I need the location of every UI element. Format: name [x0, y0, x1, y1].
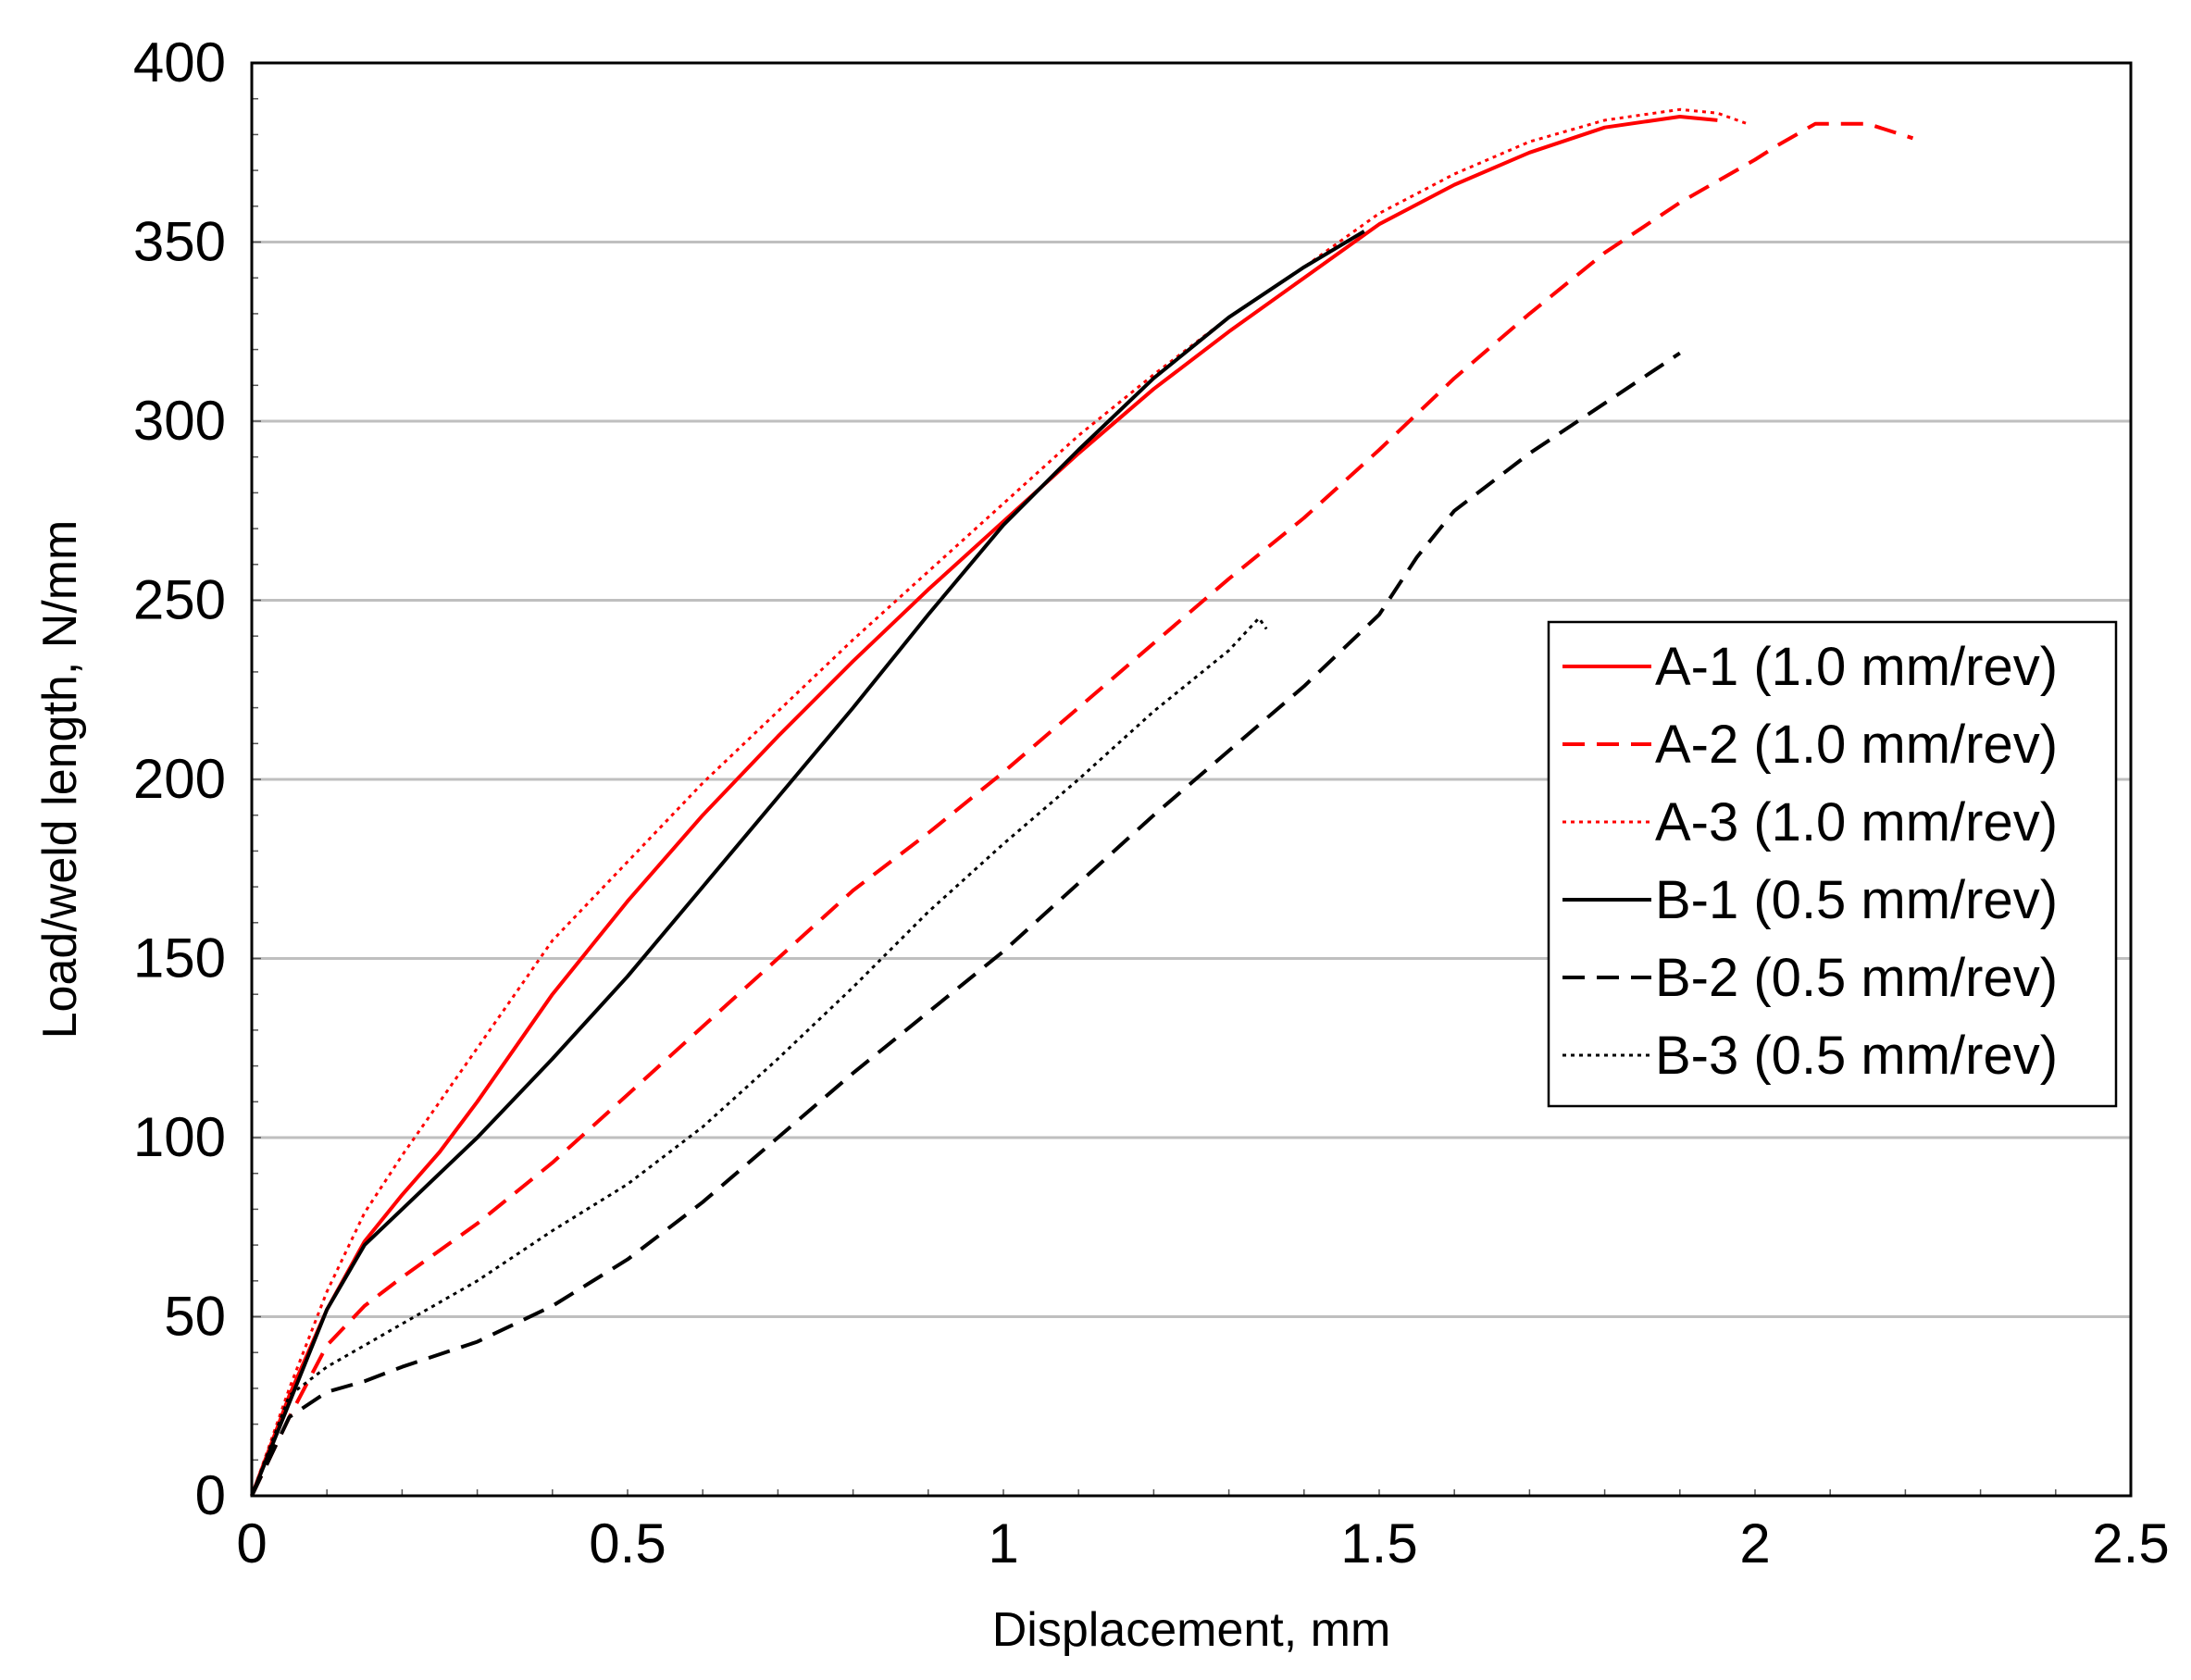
x-tick-label: 0: [236, 1512, 267, 1574]
plot-area-frame: [250, 61, 2133, 1498]
legend-label: B-2 (0.5 mm/rev): [1655, 948, 2058, 1008]
x-tick-label: 2: [1739, 1512, 1770, 1574]
x-tick-label: 1: [988, 1512, 1018, 1574]
x-axis-title: Displacement, mm: [992, 1603, 1391, 1657]
series-line-a-2: [250, 121, 1914, 1497]
y-tick-label: 200: [133, 748, 226, 810]
series-line-b-2: [250, 351, 1681, 1497]
legend: A-1 (1.0 mm/rev) A-2 (1.0 mm/rev) A-3 (1.0…: [1547, 620, 2118, 1108]
legend-label: B-3 (0.5 mm/rev): [1655, 1026, 2058, 1086]
legend-label: A-2 (1.0 mm/rev): [1655, 715, 2058, 775]
y-axis-title: Load/weld length, N/mm: [33, 520, 87, 1039]
legend-label: A-3 (1.0 mm/rev): [1655, 792, 2058, 852]
x-tick-label: 2.5: [2092, 1512, 2169, 1574]
y-tick-label: 300: [133, 390, 226, 452]
gridlines: [252, 241, 2131, 1318]
y-tick-label: 250: [133, 569, 226, 631]
legend-label: B-1 (0.5 mm/rev): [1655, 870, 2058, 930]
legend-box: [1547, 620, 2118, 1108]
y-tick-label: 50: [164, 1286, 226, 1348]
y-tick-label: 400: [133, 31, 226, 93]
legend-label: A-1 (1.0 mm/rev): [1655, 637, 2058, 697]
y-tick-label: 150: [133, 927, 226, 989]
series-line-b-1: [250, 230, 1365, 1497]
x-tick-label: 0.5: [589, 1512, 666, 1574]
series-line-a-3: [250, 107, 1749, 1497]
series-lines: [250, 107, 1914, 1497]
y-tick-label: 350: [133, 211, 226, 273]
series-line-b-3: [250, 616, 1268, 1497]
y-tick-label: 0: [195, 1464, 226, 1526]
series-line-a-1: [250, 115, 1718, 1497]
x-tick-label: 1.5: [1340, 1512, 1417, 1574]
y-tick-label: 100: [133, 1106, 226, 1168]
tick-labels: 0 50 100 150 200 250 300 350 400 0 0.5 1 1.5 2 2.5: [133, 31, 2170, 1574]
